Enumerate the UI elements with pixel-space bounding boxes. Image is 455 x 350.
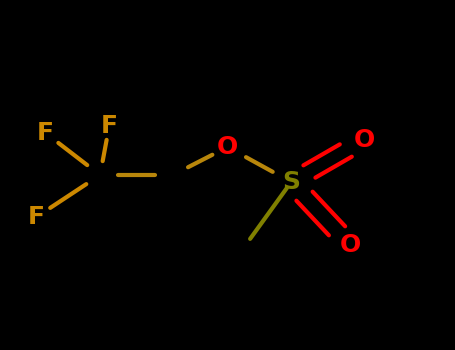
Text: F: F xyxy=(28,205,45,229)
Text: O: O xyxy=(340,233,361,257)
Text: O: O xyxy=(354,128,374,152)
Text: S: S xyxy=(282,170,300,194)
Text: F: F xyxy=(37,121,54,145)
Text: O: O xyxy=(217,135,238,159)
Text: F: F xyxy=(101,114,118,138)
